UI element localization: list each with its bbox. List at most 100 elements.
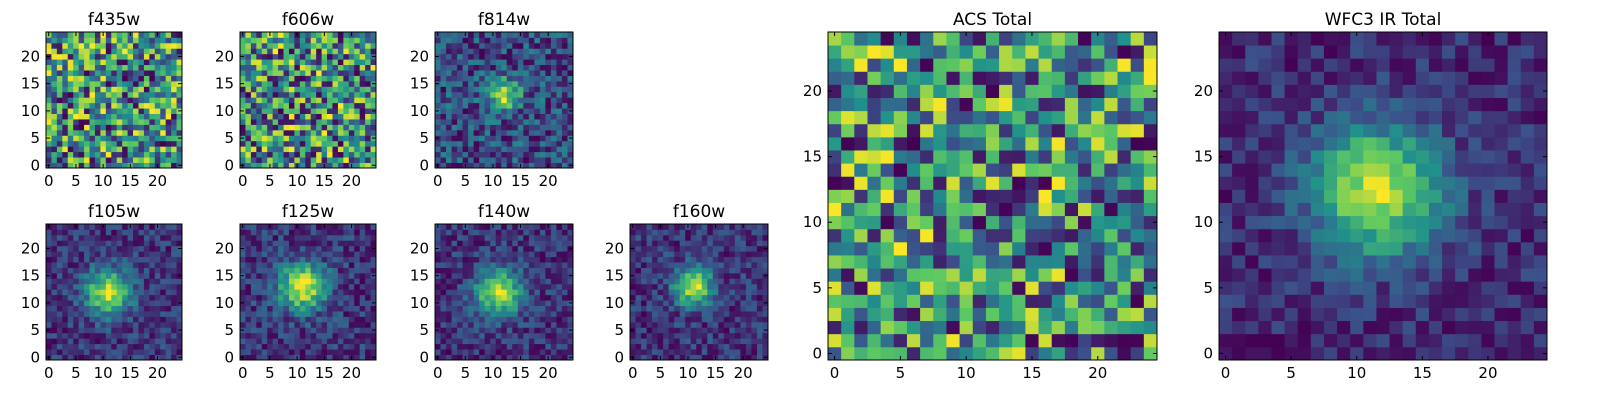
heatmap-cell: [67, 251, 74, 258]
heatmap-cell: [245, 86, 252, 93]
heatmap-cell: [473, 294, 480, 301]
heatmap-cell: [84, 129, 90, 136]
heatmap-cell: [729, 332, 736, 339]
heatmap-cell: [310, 80, 317, 87]
heatmap-cell: [154, 59, 161, 66]
heatmap-cell: [332, 267, 339, 274]
heatmap-cell: [712, 343, 719, 350]
heatmap-cell: [78, 80, 85, 87]
heatmap-cell: [245, 278, 252, 285]
heatmap-cell: [906, 346, 921, 361]
heatmap-cell: [370, 70, 377, 76]
heatmap-cell: [1064, 268, 1079, 282]
heatmap-cell: [56, 157, 63, 163]
heatmap-cell: [250, 278, 257, 285]
heatmap-cell: [245, 135, 252, 142]
heatmap-cell: [495, 75, 502, 82]
heatmap-cell: [473, 97, 480, 104]
heatmap-cell: [745, 289, 752, 296]
heatmap-cell: [517, 86, 524, 93]
heatmap-cell: [250, 343, 257, 350]
heatmap-cell: [84, 91, 90, 98]
heatmap-cell: [62, 311, 69, 317]
heatmap-cell: [316, 267, 322, 274]
heatmap-cell: [149, 354, 156, 361]
heatmap-cell: [652, 338, 658, 345]
heatmap-cell: [278, 354, 284, 361]
heatmap-cell: [490, 113, 497, 120]
heatmap-cell: [245, 64, 252, 71]
heatmap-cell: [116, 48, 123, 55]
heatmap-cell: [343, 70, 350, 76]
heatmap-cell: [316, 272, 322, 279]
heatmap-cell: [305, 262, 312, 268]
heatmap-cell: [985, 215, 1000, 230]
heatmap-cell: [133, 294, 139, 301]
heatmap-cell: [261, 70, 268, 76]
heatmap-cell: [370, 91, 377, 98]
heatmap-cell: [635, 311, 642, 317]
heatmap-cell: [283, 162, 290, 169]
heatmap-cell: [457, 80, 463, 87]
heatmap-cell: [245, 108, 252, 114]
heatmap-cell: [523, 119, 530, 125]
heatmap-cell: [122, 289, 128, 296]
heatmap-cell: [495, 42, 502, 49]
heatmap-cell: [734, 229, 741, 236]
heatmap-cell: [111, 129, 118, 136]
heatmap-cell: [528, 305, 535, 312]
heatmap-cell: [100, 108, 107, 114]
heatmap-cell: [630, 294, 636, 301]
heatmap-cell: [51, 267, 58, 274]
heatmap-cell: [501, 80, 508, 87]
heatmap-cell: [160, 354, 167, 361]
heatmap-cell: [89, 86, 96, 93]
heatmap-cell: [305, 311, 312, 317]
heatmap-cell: [473, 229, 480, 236]
heatmap-cell: [1051, 346, 1066, 361]
heatmap-cell: [261, 262, 268, 268]
heatmap-cell: [343, 300, 350, 306]
heatmap-cell: [457, 251, 463, 258]
heatmap-cell: [446, 283, 452, 290]
heatmap-cell: [365, 321, 371, 328]
heatmap-cell: [176, 91, 183, 98]
heatmap-cell: [959, 281, 974, 295]
heatmap-cell: [539, 42, 546, 49]
heatmap-cell: [745, 240, 752, 247]
heatmap-cell: [176, 321, 183, 328]
heatmap-cell: [310, 354, 317, 361]
heatmap-cell: [267, 70, 274, 76]
heatmap-cell: [457, 129, 463, 136]
heatmap-cell: [321, 332, 328, 339]
heatmap-cell: [512, 97, 519, 104]
heatmap-cell: [528, 42, 535, 49]
heatmap-cell: [1130, 176, 1145, 190]
heatmap-cell: [94, 80, 101, 87]
heatmap-cell: [484, 316, 491, 323]
heatmap-cell: [46, 124, 52, 131]
heatmap-cell: [550, 305, 557, 312]
heatmap-cell: [154, 327, 161, 334]
heatmap-cell: [105, 42, 112, 49]
heatmap-cell: [370, 75, 377, 82]
heatmap-cell: [440, 119, 447, 125]
heatmap-cell: [539, 283, 546, 290]
heatmap-cell: [512, 113, 519, 120]
heatmap-cell: [294, 305, 301, 312]
heatmap-cell: [828, 346, 842, 361]
heatmap-cell: [354, 64, 361, 71]
heatmap-cell: [545, 321, 552, 328]
heatmap-cell: [245, 124, 252, 131]
heatmap-cell: [305, 53, 312, 60]
heatmap-cell: [100, 289, 107, 296]
heatmap-cell: [299, 146, 306, 153]
heatmap-cell: [133, 113, 139, 120]
heatmap-cell: [435, 256, 441, 263]
heatmap-cell: [89, 316, 96, 323]
heatmap-cell: [316, 332, 322, 339]
heatmap-cell: [630, 316, 636, 323]
heatmap-cell: [545, 75, 552, 82]
heatmap-cell: [321, 37, 328, 44]
heatmap-cell: [468, 80, 475, 87]
